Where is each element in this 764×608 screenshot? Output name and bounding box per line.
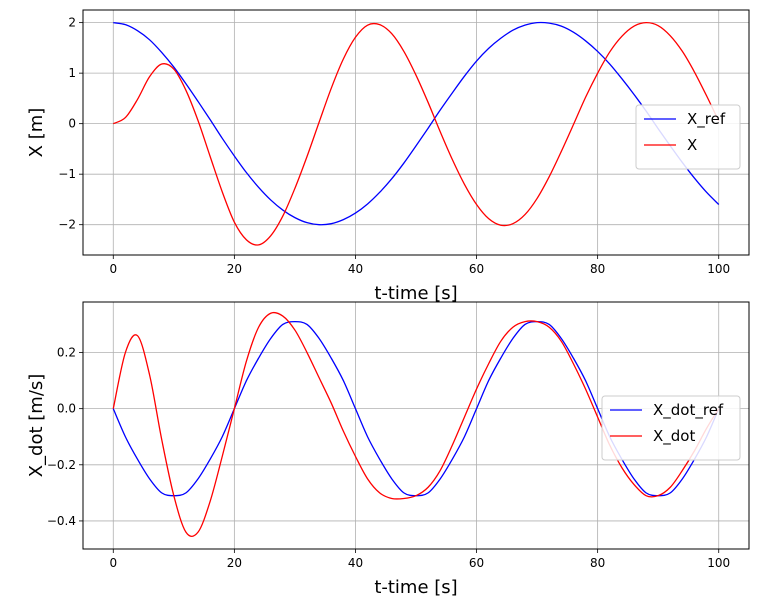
legend-label: X [687,136,697,154]
plot-frame [82,9,750,256]
x-tick-label: 60 [469,556,484,570]
legend: X_dot_ref X_dot [601,395,741,461]
y-tick-label: −0.4 [47,514,76,528]
series-line-x-ref [113,21,720,226]
y-tick-label: 2 [68,16,76,30]
x-tick-label: 100 [707,262,730,276]
x-tick-label: 80 [590,262,605,276]
x-tick-label: 0 [109,262,117,276]
series-group [112,21,720,246]
series-line-x [112,21,720,246]
series-line-x-dot [112,311,720,538]
x-tick-label: 20 [227,556,242,570]
x-tick-labels: 0 20 40 60 80 100 [109,549,730,570]
x-tick-label: 0 [109,556,117,570]
y-tick-label: 0.2 [57,346,76,360]
y-axis-label: X [m] [26,108,47,158]
legend-box [635,104,741,170]
plot-frame [82,301,750,550]
y-tick-label: 1 [68,66,76,80]
x-tick-label: 20 [227,262,242,276]
velocity-subplot: 0 20 40 60 80 100 −0.4 −0.2 0.0 0.2 t-time [s] X… [26,301,750,598]
x-axis-label: t-time [s] [374,577,457,598]
y-tick-label: −2 [58,218,76,232]
legend-label: X_dot_ref [653,401,724,420]
position-subplot: 0 20 40 60 80 100 −2 −1 0 1 2 t-time [s] X [m] X_… [26,9,750,304]
x-tick-label: 60 [469,262,484,276]
legend-box [601,395,741,461]
legend-label: X_dot [653,427,695,446]
legend-label: X_ref [687,110,726,129]
x-axis-label: t-time [s] [374,283,457,304]
x-tick-labels: 0 20 40 60 80 100 [109,255,730,276]
legend: X_ref X [635,104,741,170]
x-tick-label: 80 [590,556,605,570]
y-axis-label: X_dot [m/s] [26,374,47,478]
x-tick-label: 40 [348,556,363,570]
y-tick-labels: −2 −1 0 1 2 [58,16,83,232]
y-tick-label: 0 [68,117,76,131]
x-tick-label: 100 [707,556,730,570]
y-tick-label: 0.0 [57,402,76,416]
y-tick-labels: −0.4 −0.2 0.0 0.2 [47,346,83,528]
x-tick-label: 40 [348,262,363,276]
y-tick-label: −0.2 [47,458,76,472]
y-tick-label: −1 [58,167,76,181]
